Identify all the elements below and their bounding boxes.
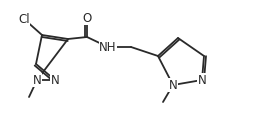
Text: NH: NH [99, 40, 117, 53]
Text: Cl: Cl [18, 12, 30, 25]
Text: O: O [82, 11, 92, 24]
Text: N: N [169, 79, 177, 92]
Text: N: N [33, 74, 41, 87]
Text: N: N [198, 74, 206, 87]
Text: N: N [51, 74, 59, 87]
